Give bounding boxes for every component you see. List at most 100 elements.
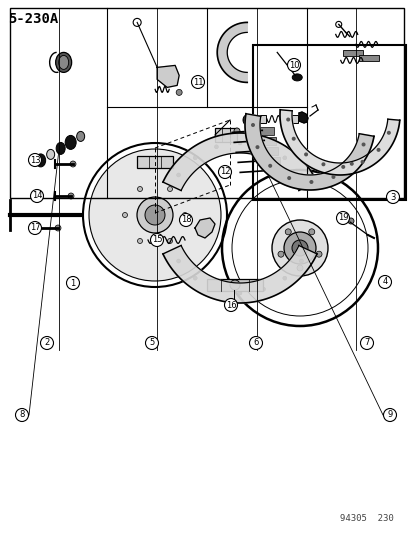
Polygon shape — [244, 114, 373, 190]
Text: 1: 1 — [70, 279, 76, 287]
Circle shape — [382, 408, 396, 422]
Circle shape — [285, 118, 290, 122]
Circle shape — [137, 197, 173, 233]
Circle shape — [255, 145, 259, 149]
Circle shape — [349, 162, 353, 166]
Circle shape — [15, 408, 28, 422]
Circle shape — [285, 229, 290, 235]
Ellipse shape — [47, 149, 55, 159]
Circle shape — [31, 190, 43, 203]
Circle shape — [66, 277, 79, 289]
Circle shape — [331, 175, 335, 179]
Text: 16: 16 — [225, 301, 236, 310]
Text: 15: 15 — [152, 236, 162, 245]
Polygon shape — [298, 112, 307, 123]
Text: 14: 14 — [32, 191, 42, 200]
Circle shape — [233, 128, 240, 134]
Circle shape — [299, 259, 303, 263]
Circle shape — [249, 336, 262, 350]
Text: 5: 5 — [149, 338, 154, 348]
Circle shape — [137, 238, 142, 244]
Circle shape — [261, 145, 265, 149]
Circle shape — [283, 232, 315, 264]
Bar — [268, 167, 282, 175]
Circle shape — [277, 251, 283, 257]
Ellipse shape — [76, 132, 84, 141]
Circle shape — [296, 265, 302, 271]
Circle shape — [271, 220, 327, 276]
Circle shape — [282, 156, 286, 160]
Bar — [254, 115, 266, 123]
Circle shape — [237, 141, 242, 145]
Text: 94305  230: 94305 230 — [339, 514, 393, 523]
Ellipse shape — [55, 52, 71, 72]
Circle shape — [89, 149, 221, 281]
Circle shape — [386, 190, 399, 204]
Text: 13: 13 — [30, 156, 40, 165]
Circle shape — [55, 225, 61, 231]
Circle shape — [68, 193, 74, 199]
Circle shape — [287, 59, 300, 71]
Bar — [137, 156, 173, 168]
Circle shape — [214, 287, 218, 291]
Circle shape — [150, 233, 163, 246]
Circle shape — [377, 276, 391, 288]
Bar — [342, 51, 362, 56]
Polygon shape — [279, 110, 399, 175]
Circle shape — [291, 137, 295, 141]
Circle shape — [282, 276, 286, 280]
Circle shape — [303, 152, 307, 156]
Circle shape — [145, 205, 165, 225]
Circle shape — [376, 148, 380, 152]
Circle shape — [176, 90, 182, 95]
Text: 3: 3 — [389, 192, 395, 201]
Circle shape — [224, 298, 237, 311]
Polygon shape — [163, 133, 316, 190]
Circle shape — [167, 238, 172, 244]
Bar — [358, 55, 378, 61]
Ellipse shape — [36, 154, 45, 167]
Ellipse shape — [292, 74, 301, 81]
Text: 12: 12 — [219, 167, 230, 176]
Ellipse shape — [56, 142, 65, 155]
Circle shape — [340, 165, 344, 169]
Circle shape — [179, 214, 192, 227]
Circle shape — [268, 164, 271, 168]
Circle shape — [193, 276, 197, 280]
Bar — [266, 157, 280, 165]
Text: 10: 10 — [288, 61, 299, 69]
Circle shape — [230, 280, 240, 290]
Text: 9: 9 — [387, 410, 392, 419]
Polygon shape — [217, 22, 247, 83]
Bar — [10, 8, 403, 198]
Circle shape — [291, 240, 307, 256]
Circle shape — [145, 336, 158, 350]
Circle shape — [40, 336, 53, 350]
Circle shape — [176, 173, 180, 177]
Circle shape — [28, 154, 41, 166]
Circle shape — [193, 156, 197, 160]
Circle shape — [137, 187, 142, 191]
Text: 11: 11 — [192, 77, 203, 86]
Bar — [206, 279, 262, 291]
Circle shape — [122, 213, 127, 217]
Bar — [252, 45, 405, 200]
Circle shape — [287, 176, 290, 180]
Polygon shape — [163, 246, 316, 303]
Text: 5-230A: 5-230A — [8, 12, 58, 26]
Bar — [260, 127, 273, 135]
Circle shape — [386, 131, 390, 135]
Text: 8: 8 — [19, 410, 25, 419]
Circle shape — [309, 180, 313, 184]
Ellipse shape — [281, 116, 284, 122]
Circle shape — [176, 259, 180, 263]
Bar — [261, 138, 275, 146]
Circle shape — [250, 123, 254, 127]
Circle shape — [218, 166, 231, 179]
Circle shape — [237, 291, 242, 295]
Circle shape — [320, 162, 325, 166]
Circle shape — [360, 160, 364, 164]
Circle shape — [360, 336, 373, 350]
Circle shape — [214, 145, 218, 149]
Ellipse shape — [279, 114, 285, 124]
